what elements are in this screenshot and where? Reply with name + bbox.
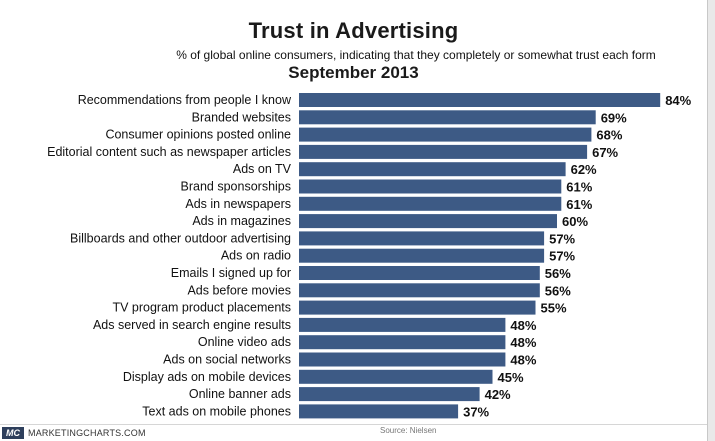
- category-label: Editorial content such as newspaper arti…: [47, 145, 291, 159]
- value-label: 37%: [463, 404, 489, 419]
- bar: [299, 179, 562, 194]
- value-label: 62%: [571, 162, 597, 177]
- bar: [299, 266, 540, 280]
- value-label: 60%: [562, 214, 588, 229]
- source-note: Source: Nielsen: [380, 426, 437, 435]
- category-label: Consumer opinions posted online: [105, 128, 291, 142]
- bar: [299, 110, 596, 125]
- category-label: Online video ads: [198, 335, 291, 349]
- category-label: Ads in magazines: [192, 214, 291, 228]
- category-label: Brand sponsorships: [181, 180, 291, 194]
- bar: [299, 317, 506, 332]
- value-label: 57%: [549, 231, 575, 246]
- value-label: 48%: [510, 318, 536, 333]
- value-label: 61%: [566, 180, 592, 195]
- category-label: Ads in newspapers: [185, 197, 291, 211]
- value-label: 48%: [510, 353, 536, 368]
- bar: [299, 352, 506, 367]
- bar: [299, 162, 566, 177]
- bar: [299, 369, 493, 384]
- category-label: Ads on social networks: [163, 353, 291, 367]
- category-label: Ads on radio: [221, 249, 291, 263]
- category-label: Text ads on mobile phones: [142, 404, 291, 418]
- chart-title: Trust in Advertising: [248, 18, 459, 43]
- bar: [299, 214, 557, 229]
- bar: [299, 300, 536, 315]
- category-label: Ads served in search engine results: [93, 318, 291, 332]
- bar: [299, 93, 661, 107]
- category-label: Emails I signed up for: [171, 266, 291, 280]
- category-label: Ads before movies: [187, 283, 291, 297]
- category-label: Recommendations from people I know: [78, 93, 292, 107]
- site-name: MARKETINGCHARTS.COM: [28, 428, 146, 438]
- value-label: 56%: [545, 283, 571, 298]
- value-label: 68%: [596, 128, 622, 143]
- value-label: 45%: [498, 370, 524, 385]
- marketingcharts-logo: MC: [2, 427, 24, 439]
- value-label: 84%: [665, 93, 691, 108]
- bar: [299, 231, 545, 246]
- value-label: 48%: [510, 335, 536, 350]
- bar: [299, 248, 545, 263]
- bar: [299, 387, 480, 402]
- value-label: 69%: [601, 110, 627, 125]
- bar: [299, 404, 459, 419]
- bar: [299, 127, 592, 142]
- bar: [299, 335, 506, 350]
- value-label: 55%: [541, 301, 567, 316]
- category-label: Ads on TV: [233, 162, 292, 176]
- footer: MC MARKETINGCHARTS.COM Source: Nielsen: [0, 424, 707, 441]
- chart-subtitle: % of global online consumers, indicating…: [176, 48, 656, 62]
- category-label: Online banner ads: [189, 387, 291, 401]
- bar: [299, 283, 540, 298]
- bar: [299, 196, 562, 211]
- bar: [299, 144, 588, 159]
- value-label: 57%: [549, 249, 575, 264]
- category-label: Display ads on mobile devices: [123, 370, 291, 384]
- value-label: 56%: [545, 266, 571, 281]
- bar-chart: Recommendations from people I know 84% Bra…: [47, 93, 692, 419]
- value-label: 61%: [566, 197, 592, 212]
- chart-date-label: September 2013: [288, 63, 419, 82]
- value-label: 67%: [592, 145, 618, 160]
- value-label: 42%: [485, 387, 511, 402]
- category-label: Branded websites: [192, 110, 291, 124]
- category-label: Billboards and other outdoor advertising: [70, 231, 291, 245]
- category-label: TV program product placements: [112, 301, 291, 315]
